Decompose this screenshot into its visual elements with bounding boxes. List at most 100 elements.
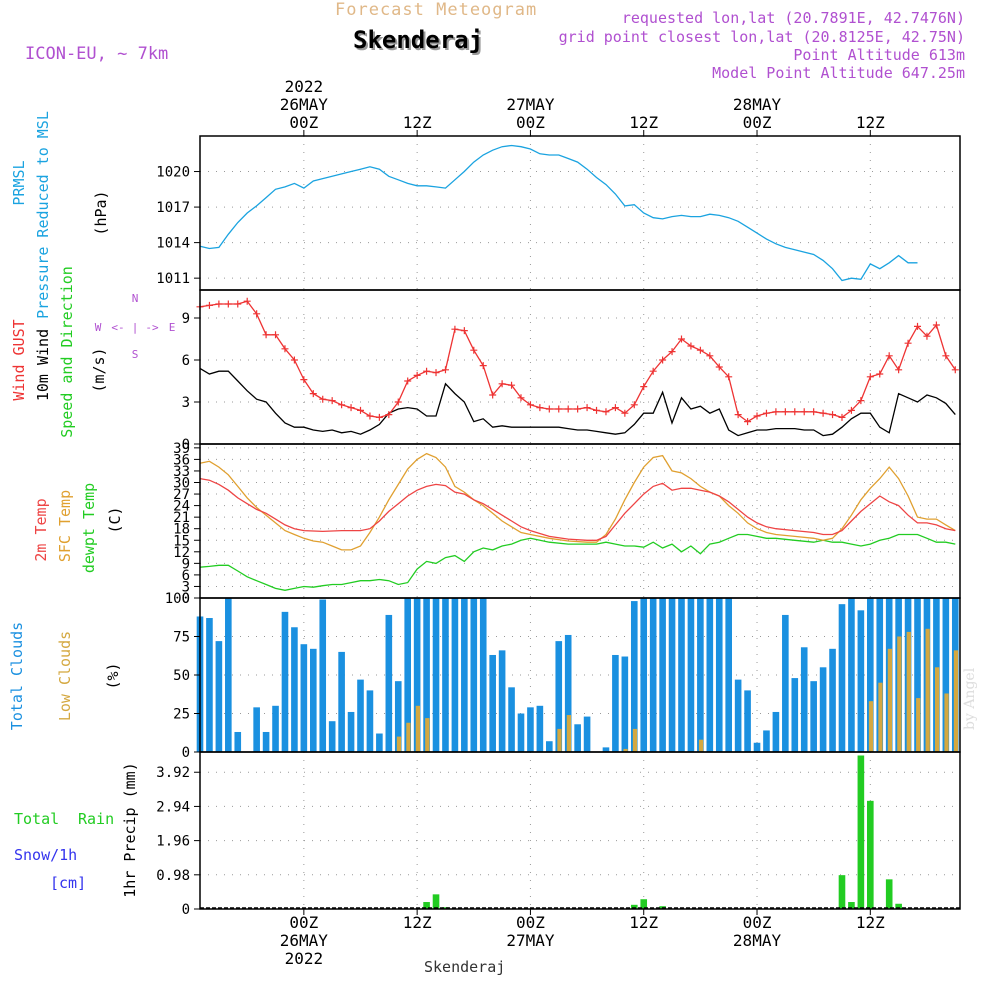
gust-point — [328, 397, 336, 405]
compass-arrow-left: <- — [111, 321, 124, 334]
wind-speed-line — [199, 367, 956, 437]
time-label-top: 12Z — [629, 113, 658, 132]
gust-point — [526, 401, 534, 409]
total-cloud-bar — [876, 598, 884, 752]
gust-point — [366, 412, 374, 420]
low-cloud-bar — [623, 748, 628, 752]
wind-label: 10m Wind — [34, 329, 52, 401]
gust-point — [432, 369, 440, 377]
total-cloud-bar — [498, 650, 506, 752]
total-cloud-bar — [338, 651, 345, 752]
gust-point — [385, 411, 393, 419]
gust-point — [621, 409, 629, 417]
gust-point — [205, 301, 213, 309]
gust-point — [593, 406, 601, 414]
gust-point — [356, 406, 364, 414]
rain-bar — [867, 800, 874, 909]
gust-point — [545, 405, 553, 413]
total-cloud-bar — [583, 716, 591, 752]
ytick-label: 1.96 — [156, 834, 190, 850]
gust-point — [460, 327, 468, 335]
total-cloud-bar — [234, 731, 242, 752]
gridpoint-coords: grid point closest lon,lat (20.8125E, 42… — [558, 28, 965, 46]
ytick-label: 0 — [182, 437, 190, 453]
gust-point — [847, 406, 855, 414]
panel-frame — [199, 751, 961, 910]
gust-point — [932, 321, 940, 329]
ytick-label: 3 — [182, 395, 190, 411]
ytick-label: 1017 — [156, 200, 190, 216]
total-cloud-bar — [300, 644, 308, 752]
temp-label: 2m Temp — [32, 498, 50, 561]
total-cloud-bar — [319, 599, 327, 752]
time-label-top: 27MAY — [506, 95, 555, 114]
gust-point — [375, 413, 383, 421]
total-cloud-bar — [376, 733, 383, 752]
precip-snow-label: Snow/1h — [14, 846, 77, 864]
gust-point — [611, 404, 619, 412]
total-cloud-bar — [262, 731, 270, 752]
panel-frame — [199, 289, 961, 445]
gust-point — [659, 356, 667, 364]
total-cloud-bar — [366, 690, 374, 752]
pressure-label-2: Pressure Reduced to MSL — [34, 111, 52, 319]
total-cloud-bar — [857, 610, 865, 752]
total-cloud-bar — [630, 601, 638, 752]
ytick-label: 0 — [182, 902, 190, 918]
total-cloud-bar — [819, 667, 827, 752]
gust-point — [640, 383, 648, 391]
total-cloud-bar — [649, 598, 657, 752]
gust-point — [914, 322, 922, 330]
footer-location: Skenderaj — [424, 958, 506, 976]
total-cloud-bar — [564, 634, 572, 752]
gust-point — [498, 380, 506, 388]
gust-point — [885, 352, 893, 360]
ytick-label: 18 — [173, 522, 190, 538]
pressure-line — [199, 144, 918, 282]
point-altitude: Point Altitude 613m — [793, 46, 965, 64]
precip-snow-unit: [cm] — [50, 874, 86, 892]
gust-point — [319, 395, 327, 403]
gust-point — [744, 418, 752, 426]
total-cloud-bar — [725, 598, 732, 752]
gust-point — [866, 373, 874, 381]
low-cloud-bar — [632, 728, 638, 752]
time-label-bottom: 00Z — [743, 913, 772, 932]
total-cloud-bar — [291, 627, 298, 752]
gust-point — [413, 371, 421, 379]
precip-rain-label: Rain — [78, 810, 114, 828]
low-cloud-bar — [925, 628, 930, 752]
compass-s: S — [132, 348, 139, 361]
gust-point — [234, 300, 242, 308]
total-cloud-bar — [442, 598, 449, 752]
total-cloud-bar — [517, 713, 525, 752]
time-label-top: 00Z — [516, 113, 545, 132]
total-cloud-bar — [744, 690, 751, 752]
total-cloud-bar — [206, 618, 213, 752]
gust-point — [574, 405, 582, 413]
gust-point — [300, 376, 308, 384]
low-cloud-bar — [906, 631, 911, 752]
total-cloud-bar — [413, 598, 421, 752]
compass-e: E — [169, 321, 176, 334]
gust-point — [696, 346, 704, 354]
total-cloud-bar — [451, 598, 459, 752]
total-cloud-bar — [357, 679, 364, 752]
gust-point — [243, 297, 251, 305]
gust-point — [309, 390, 317, 398]
time-label-bottom: 12Z — [403, 913, 432, 932]
low-cloud-bar — [698, 739, 704, 752]
total-cloud-bar — [800, 647, 808, 752]
gust-point — [338, 401, 346, 409]
gust-point — [706, 352, 714, 360]
low-cloud-bar — [953, 650, 959, 752]
gust-point — [649, 367, 657, 375]
total-cloud-bar — [432, 598, 440, 752]
gust-point — [819, 409, 827, 417]
requested-coords: requested lon,lat (20.7891E, 42.7476N) — [621, 9, 965, 27]
time-label-top: 2022 — [285, 77, 324, 96]
gust-point — [838, 413, 846, 421]
low-cloud-label: Low Clouds — [56, 631, 74, 721]
total-cloud-bar — [272, 705, 279, 752]
